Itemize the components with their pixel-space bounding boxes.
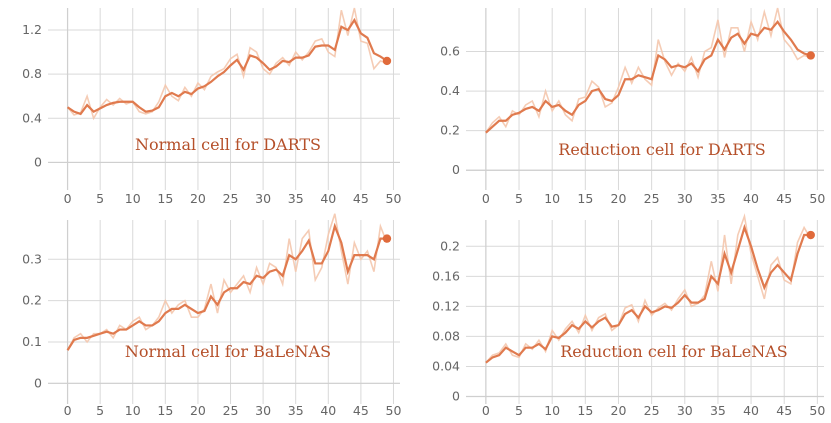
x-tick-label: 45 — [353, 403, 369, 418]
x-tick-label: 50 — [386, 403, 402, 418]
x-tick-label: 30 — [677, 403, 693, 418]
series-end-point — [382, 56, 392, 66]
y-tick-label: 0.12 — [432, 298, 460, 313]
y-tick-label: 0 — [34, 154, 42, 169]
smoothed-series-line — [485, 223, 811, 364]
x-tick-label: 15 — [577, 191, 593, 206]
smoothed-series-line — [485, 20, 812, 134]
y-tick-label: 0.2 — [440, 238, 460, 253]
chart-panel-normal-darts: 0 0.4 0.8 1.2 0 5 10 15 20 25 30 35 40 45 50 Normal cel… — [0, 0, 410, 206]
y-tick-label: 0 — [452, 162, 460, 177]
x-tick-label: 15 — [157, 403, 173, 418]
x-tick-label: 40 — [320, 191, 336, 206]
x-tick-label: 0 — [482, 191, 490, 206]
x-tick-label: 20 — [611, 191, 627, 206]
y-tick-label: 0 — [452, 388, 460, 403]
chart-svg: 0 0.4 0.8 1.2 0 5 10 15 20 25 30 35 40 45 50 Normal cel… — [22, 7, 402, 206]
smoothed-series-line — [66, 17, 388, 116]
y-tick-label: 0.4 — [22, 110, 42, 125]
chart-svg: 0 0.1 0.2 0.3 0 5 10 15 20 25 30 35 40 45 50 Normal cel… — [22, 213, 402, 418]
y-tick-label: 0.08 — [432, 328, 460, 343]
x-tick-label: 45 — [776, 403, 792, 418]
chart-caption: Normal cell for DARTS — [135, 135, 321, 154]
y-tick-label: 0.16 — [432, 268, 460, 283]
x-tick-label: 25 — [644, 403, 660, 418]
y-tick-label: 0.2 — [440, 123, 460, 138]
x-tick-label: 5 — [96, 403, 104, 418]
smoothed-series-line — [66, 222, 387, 351]
x-tick-label: 30 — [255, 191, 271, 206]
x-tick-label: 50 — [386, 191, 402, 206]
x-tick-label: 35 — [288, 403, 304, 418]
x-tick-label: 30 — [677, 191, 693, 206]
x-tick-label: 35 — [710, 403, 726, 418]
y-tick-label: 0.4 — [440, 83, 460, 98]
chart-panel-reduction-darts: 0 0.2 0.4 0.6 0 5 10 15 20 25 30 35 40 45 50 Reduction … — [418, 0, 831, 206]
x-tick-label: 50 — [809, 403, 825, 418]
chart-caption: Normal cell for BaLeNAS — [125, 342, 331, 361]
x-tick-label: 10 — [544, 191, 560, 206]
y-tick-label: 0.6 — [440, 44, 460, 59]
series-end-point — [806, 51, 815, 60]
x-tick-label: 0 — [482, 403, 490, 418]
x-tick-label: 15 — [577, 403, 593, 418]
x-tick-label: 40 — [743, 403, 759, 418]
raw-series-line — [485, 213, 812, 364]
x-tick-label: 10 — [125, 403, 141, 418]
x-tick-label: 45 — [776, 191, 792, 206]
x-tick-label: 40 — [320, 403, 336, 418]
x-tick-label: 20 — [190, 403, 206, 418]
x-tick-label: 10 — [125, 191, 141, 206]
x-tick-label: 50 — [809, 191, 825, 206]
chart-caption: Reduction cell for BaLeNAS — [560, 342, 788, 361]
x-tick-label: 20 — [611, 403, 627, 418]
chart-caption: Reduction cell for DARTS — [558, 140, 765, 159]
raw-series-line — [66, 213, 388, 351]
x-tick-label: 30 — [255, 403, 271, 418]
x-tick-label: 0 — [64, 191, 72, 206]
y-tick-label: 1.2 — [22, 22, 42, 37]
x-tick-label: 35 — [288, 191, 304, 206]
x-tick-label: 25 — [223, 191, 239, 206]
x-tick-label: 15 — [157, 191, 173, 206]
x-tick-label: 5 — [96, 191, 104, 206]
series-end-point — [382, 234, 392, 243]
series-end-point — [806, 230, 815, 240]
raw-series-line — [485, 7, 811, 134]
chart-svg: 0 0.04 0.08 0.12 0.16 0.2 0 5 10 15 20 25 30 35 40 45 50… — [432, 213, 825, 418]
x-tick-label: 5 — [515, 191, 523, 206]
chart-panel-reduction-balenas: 0 0.04 0.08 0.12 0.16 0.2 0 5 10 15 20 25 30 35 40 45 50… — [418, 212, 831, 423]
x-tick-label: 45 — [353, 191, 369, 206]
x-tick-label: 40 — [743, 191, 759, 206]
y-tick-label: 0.2 — [22, 293, 42, 308]
x-tick-label: 5 — [515, 403, 523, 418]
y-tick-label: 0.8 — [22, 66, 42, 81]
y-tick-label: 0.3 — [22, 251, 42, 266]
x-tick-label: 35 — [710, 191, 726, 206]
y-tick-label: 0.1 — [22, 334, 42, 349]
x-tick-label: 25 — [223, 403, 239, 418]
x-tick-label: 0 — [64, 403, 72, 418]
chart-panel-normal-balenas: 0 0.1 0.2 0.3 0 5 10 15 20 25 30 35 40 45 50 Normal cel… — [0, 212, 410, 423]
y-tick-label: 0.04 — [432, 358, 460, 373]
chart-svg: 0 0.2 0.4 0.6 0 5 10 15 20 25 30 35 40 45 50 Reduction … — [440, 7, 825, 206]
y-tick-label: 0 — [34, 375, 42, 390]
raw-series-line — [66, 7, 388, 121]
x-tick-label: 25 — [644, 191, 660, 206]
x-tick-label: 20 — [190, 191, 206, 206]
x-tick-label: 10 — [544, 403, 560, 418]
